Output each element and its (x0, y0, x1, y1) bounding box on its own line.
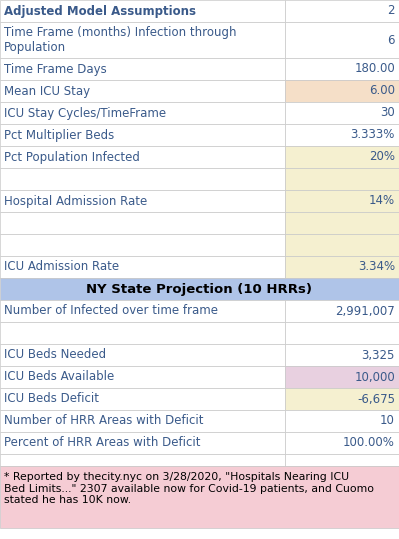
Text: 6: 6 (387, 33, 395, 46)
Text: ICU Admission Rate: ICU Admission Rate (4, 260, 119, 273)
Bar (0, 190, 285, 212)
Text: Number of HRR Areas with Deficit: Number of HRR Areas with Deficit (4, 414, 203, 427)
Bar (285, 234, 399, 256)
Bar (285, 124, 399, 146)
Text: 3.34%: 3.34% (358, 260, 395, 273)
Text: Percent of HRR Areas with Deficit: Percent of HRR Areas with Deficit (4, 437, 201, 450)
Bar (285, 410, 399, 432)
Bar (0, 432, 285, 454)
Bar (0, 146, 285, 168)
Text: 2,991,007: 2,991,007 (335, 305, 395, 317)
Bar (0, 466, 399, 528)
Bar (285, 212, 399, 234)
Text: ICU Stay Cycles/TimeFrame: ICU Stay Cycles/TimeFrame (4, 107, 166, 120)
Bar (0, 366, 285, 388)
Bar (0, 102, 285, 124)
Bar (285, 146, 399, 168)
Bar (0, 22, 285, 58)
Text: NY State Projection (10 HRRs): NY State Projection (10 HRRs) (87, 282, 312, 295)
Text: 20%: 20% (369, 150, 395, 163)
Text: Mean ICU Stay: Mean ICU Stay (4, 85, 90, 98)
Bar (0, 234, 285, 256)
Text: * Reported by thecity.nyc on 3/28/2020, "Hospitals Nearing ICU
Bed Limits..." 23: * Reported by thecity.nyc on 3/28/2020, … (4, 472, 374, 505)
Bar (285, 22, 399, 58)
Text: -6,675: -6,675 (357, 392, 395, 405)
Text: 14%: 14% (369, 195, 395, 208)
Bar (285, 366, 399, 388)
Text: Adjusted Model Assumptions: Adjusted Model Assumptions (4, 4, 196, 17)
Bar (0, 0, 285, 22)
Text: Time Frame (months) Infection through
Population: Time Frame (months) Infection through Po… (4, 26, 237, 54)
Text: 10,000: 10,000 (354, 370, 395, 384)
Text: Hospital Admission Rate: Hospital Admission Rate (4, 195, 147, 208)
Bar (285, 300, 399, 322)
Bar (285, 168, 399, 190)
Bar (285, 322, 399, 344)
Bar (285, 58, 399, 80)
Text: Time Frame Days: Time Frame Days (4, 63, 107, 75)
Bar (285, 344, 399, 366)
Text: ICU Beds Needed: ICU Beds Needed (4, 349, 106, 362)
Bar (0, 80, 285, 102)
Text: 3,325: 3,325 (361, 349, 395, 362)
Text: Pct Population Infected: Pct Population Infected (4, 150, 140, 163)
Text: 100.00%: 100.00% (343, 437, 395, 450)
Text: ICU Beds Available: ICU Beds Available (4, 370, 114, 384)
Bar (0, 388, 285, 410)
Bar (285, 80, 399, 102)
Bar (0, 344, 285, 366)
Bar (285, 0, 399, 22)
Text: 10: 10 (380, 414, 395, 427)
Bar (0, 454, 285, 466)
Bar (0, 300, 285, 322)
Bar (285, 102, 399, 124)
Text: 2: 2 (387, 4, 395, 17)
Bar (285, 454, 399, 466)
Bar (0, 322, 285, 344)
Text: ICU Beds Deficit: ICU Beds Deficit (4, 392, 99, 405)
Bar (285, 256, 399, 278)
Bar (0, 212, 285, 234)
Text: Pct Multiplier Beds: Pct Multiplier Beds (4, 128, 114, 142)
Bar (0, 58, 285, 80)
Text: 30: 30 (380, 107, 395, 120)
Text: 3.333%: 3.333% (351, 128, 395, 142)
Bar (285, 190, 399, 212)
Text: 6.00: 6.00 (369, 85, 395, 98)
Bar (285, 388, 399, 410)
Bar (0, 410, 285, 432)
Bar (0, 168, 285, 190)
Bar (0, 256, 285, 278)
Text: Number of Infected over time frame: Number of Infected over time frame (4, 305, 218, 317)
Bar (0, 278, 399, 300)
Text: 180.00: 180.00 (354, 63, 395, 75)
Bar (285, 432, 399, 454)
Bar (0, 124, 285, 146)
